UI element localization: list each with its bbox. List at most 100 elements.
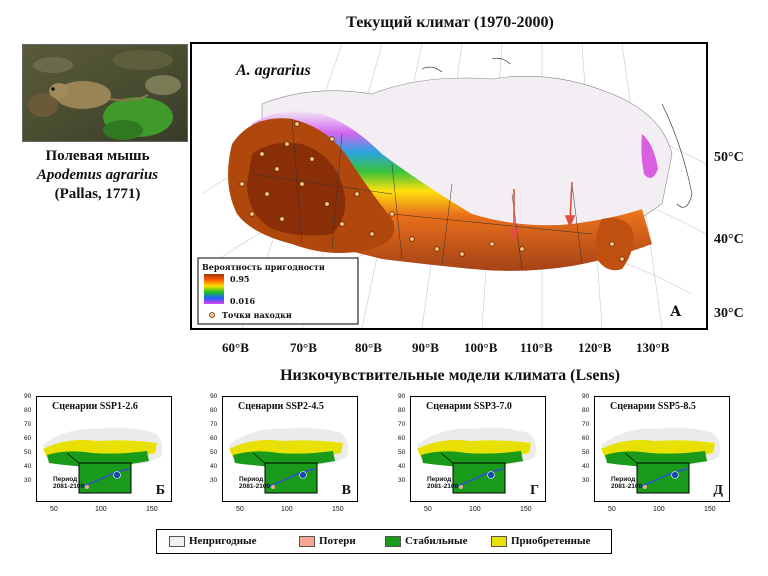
scenario-xtick: 100 — [469, 506, 481, 513]
scenario-xtick: 150 — [332, 506, 344, 513]
scenario-xtick: 50 — [50, 506, 58, 513]
scenario-map — [229, 427, 349, 494]
mouse-photo-image — [23, 45, 187, 141]
change-legend: Непригодные Потери Стабильные Приобретен… — [156, 529, 612, 554]
scenario-xtick: 100 — [281, 506, 293, 513]
scenario-panel-1: 90 80 70 60 50 40 30 Сценарии SSP1-2.6 Б Период 20… — [24, 393, 174, 513]
scenario-period: Период 2081-2100 — [427, 476, 458, 490]
scenario-ytick: 70 — [398, 421, 406, 428]
scenario-ytick: 80 — [398, 407, 406, 414]
kamchatka — [641, 134, 658, 178]
scenario-ytick: 40 — [24, 463, 32, 470]
map-legend-box — [197, 257, 359, 325]
scenario-ytick: 40 — [210, 463, 218, 470]
scenario-ytick: 40 — [398, 463, 406, 470]
mouse-photo — [22, 44, 188, 142]
scenario-panel-letter: Б — [155, 483, 165, 498]
scenario-panel-3: 90 80 70 60 50 40 30 Сценарии SSP3-7.0 Г Период 20… — [398, 393, 548, 513]
scenario-xtick: 100 — [653, 506, 665, 513]
scenario-map — [43, 427, 163, 494]
coastlines — [421, 57, 693, 208]
scenario-section-title: Низкочувствительные модели климата (Lsen… — [280, 367, 620, 384]
period-value: 2081-2100 — [239, 483, 271, 490]
main-title: Текущий климат (1970-2000) — [346, 14, 554, 31]
lon-label-120: 120°В — [578, 340, 612, 355]
scenario-ytick: 70 — [24, 421, 32, 428]
suitability-core-west — [247, 142, 346, 236]
scenario-ytick: 50 — [398, 449, 406, 456]
legend-points-label: Точки находки — [222, 310, 292, 320]
scenario-ytick: 90 — [210, 393, 218, 400]
period-value: 2081-2100 — [427, 483, 459, 490]
species-authority: (Pallas, 1771) — [54, 186, 141, 202]
lat-label-40: 40°С — [714, 232, 744, 247]
scenario-panel-letter: Г — [530, 483, 539, 498]
scenario-ytick: 30 — [398, 477, 406, 484]
scenario-ytick: 80 — [210, 407, 218, 414]
scenario-ytick: 90 — [24, 393, 32, 400]
period-value: 2081-2100 — [611, 483, 643, 490]
main-map-panel-letter: А — [670, 304, 682, 320]
scenario-panel-4: 90 80 70 60 50 40 30 Сценарии SSP5-8.5 Д Период 20… — [582, 393, 732, 513]
scenario-period: Период 2081-2100 — [53, 476, 84, 490]
lon-label-80: 80°В — [355, 340, 382, 355]
period-value: 2081-2100 — [53, 483, 85, 490]
scenario-xtick: 150 — [520, 506, 532, 513]
legend-label-losses: Потери — [319, 535, 356, 547]
legend-title: Вероятность пригодности — [202, 262, 325, 272]
scenario-ytick: 40 — [582, 463, 590, 470]
period-label: Период — [53, 476, 78, 483]
legend-swatch-unsuitable — [169, 536, 185, 547]
scenario-map-frame: Сценарии SSP2-4.5 В Период 2081-2100 — [222, 396, 358, 502]
legend-swatch-gained — [491, 536, 507, 547]
scenario-map — [601, 427, 721, 494]
scenario-ytick: 60 — [582, 435, 590, 442]
scenario-title: Сценарии SSP2-4.5 — [238, 401, 324, 412]
scenario-xtick: 50 — [608, 506, 616, 513]
legend-swatch-losses — [299, 536, 315, 547]
lon-label-100: 100°В — [464, 340, 498, 355]
scenario-ytick: 60 — [210, 435, 218, 442]
main-map-canvas — [197, 44, 706, 328]
scenario-ytick: 70 — [210, 421, 218, 428]
lat-label-50: 50°С — [714, 150, 744, 165]
legend-swatch-stable — [385, 536, 401, 547]
scenario-map — [417, 427, 537, 494]
species-latin-name: Apodemus agrarius — [36, 167, 159, 183]
scenario-ytick: 30 — [24, 477, 32, 484]
scenario-xtick: 50 — [424, 506, 432, 513]
scenario-title: Сценарии SSP1-2.6 — [52, 401, 138, 412]
scenario-ytick: 90 — [398, 393, 406, 400]
species-map-label: A. agrarius — [236, 62, 311, 79]
scenario-map-frame: Сценарии SSP1-2.6 Б Период 2081-2100 — [36, 396, 172, 502]
period-label: Период — [239, 476, 264, 483]
scenario-ytick: 50 — [24, 449, 32, 456]
period-label: Период — [611, 476, 636, 483]
legend-label-stable: Стабильные — [405, 535, 468, 547]
legend-label-gained: Приобретенные — [511, 535, 591, 547]
lon-label-60: 60°В — [222, 340, 249, 355]
scenario-panel-letter: Д — [713, 483, 723, 498]
scenario-xtick: 50 — [236, 506, 244, 513]
occurrence-point-symbol — [209, 312, 215, 318]
occurrence-points — [239, 121, 625, 262]
scenario-ytick: 30 — [582, 477, 590, 484]
scenario-ytick: 90 — [582, 393, 590, 400]
period-label: Период — [427, 476, 452, 483]
scenario-title: Сценарии SSP5-8.5 — [610, 401, 696, 412]
scenario-ytick: 60 — [398, 435, 406, 442]
scenario-ytick: 80 — [582, 407, 590, 414]
scenario-title: Сценарии SSP3-7.0 — [426, 401, 512, 412]
scenario-period: Период 2081-2100 — [611, 476, 642, 490]
arrows — [508, 181, 576, 243]
legend-min-value: 0.016 — [230, 296, 256, 306]
main-map: A. agrarius Вероятность пригодности 0.95… — [190, 42, 708, 330]
lon-label-110: 110°В — [520, 340, 553, 355]
scenario-ytick: 80 — [24, 407, 32, 414]
legend-label-unsuitable: Непригодные — [189, 535, 257, 547]
region-borders — [251, 118, 593, 270]
species-common-name: Полевая мышь — [45, 148, 150, 164]
scenario-xtick: 150 — [704, 506, 716, 513]
lat-label-30: 30°С — [714, 306, 744, 321]
scenario-xtick: 150 — [146, 506, 158, 513]
